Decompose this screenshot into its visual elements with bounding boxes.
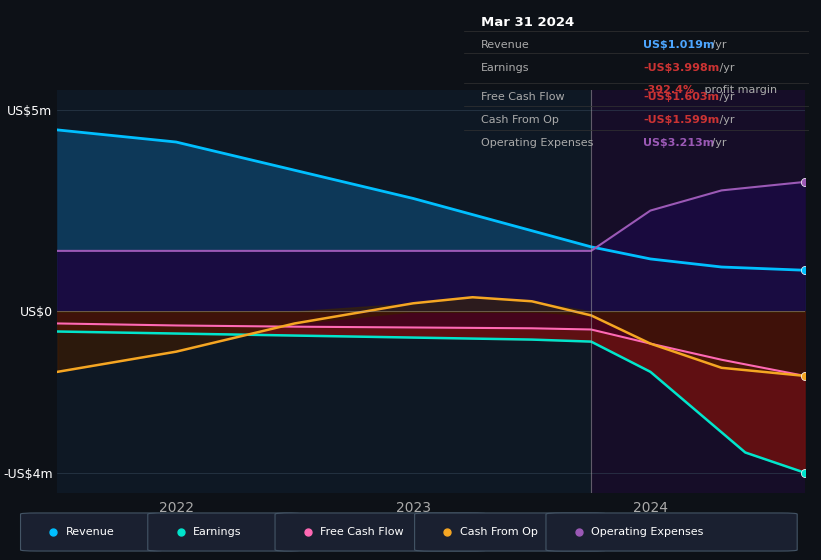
Text: Free Cash Flow: Free Cash Flow xyxy=(320,527,404,537)
Text: -US$1.599m: -US$1.599m xyxy=(643,115,719,125)
Text: /yr: /yr xyxy=(716,63,734,73)
Text: Operating Expenses: Operating Expenses xyxy=(481,138,594,148)
Text: Free Cash Flow: Free Cash Flow xyxy=(481,92,565,102)
Text: /yr: /yr xyxy=(716,115,734,125)
FancyBboxPatch shape xyxy=(148,513,300,551)
FancyBboxPatch shape xyxy=(546,513,797,551)
FancyBboxPatch shape xyxy=(21,513,163,551)
Text: -US$1.603m: -US$1.603m xyxy=(643,92,719,102)
Text: Revenue: Revenue xyxy=(66,527,114,537)
Text: Operating Expenses: Operating Expenses xyxy=(591,527,704,537)
Text: profit margin: profit margin xyxy=(701,85,777,95)
Text: /yr: /yr xyxy=(716,92,734,102)
Text: -392.4%: -392.4% xyxy=(643,85,695,95)
FancyBboxPatch shape xyxy=(275,513,487,551)
Text: /yr: /yr xyxy=(709,40,727,50)
Text: Earnings: Earnings xyxy=(193,527,241,537)
Text: Cash From Op: Cash From Op xyxy=(481,115,559,125)
Text: US$1.019m: US$1.019m xyxy=(643,40,714,50)
FancyBboxPatch shape xyxy=(415,513,607,551)
Text: Revenue: Revenue xyxy=(481,40,530,50)
Text: Cash From Op: Cash From Op xyxy=(460,527,538,537)
Text: /yr: /yr xyxy=(709,138,727,148)
Text: Mar 31 2024: Mar 31 2024 xyxy=(481,16,575,29)
Text: US$3.213m: US$3.213m xyxy=(643,138,714,148)
Bar xyxy=(591,90,805,493)
Text: -US$3.998m: -US$3.998m xyxy=(643,63,719,73)
Text: Earnings: Earnings xyxy=(481,63,530,73)
Bar xyxy=(57,90,591,493)
